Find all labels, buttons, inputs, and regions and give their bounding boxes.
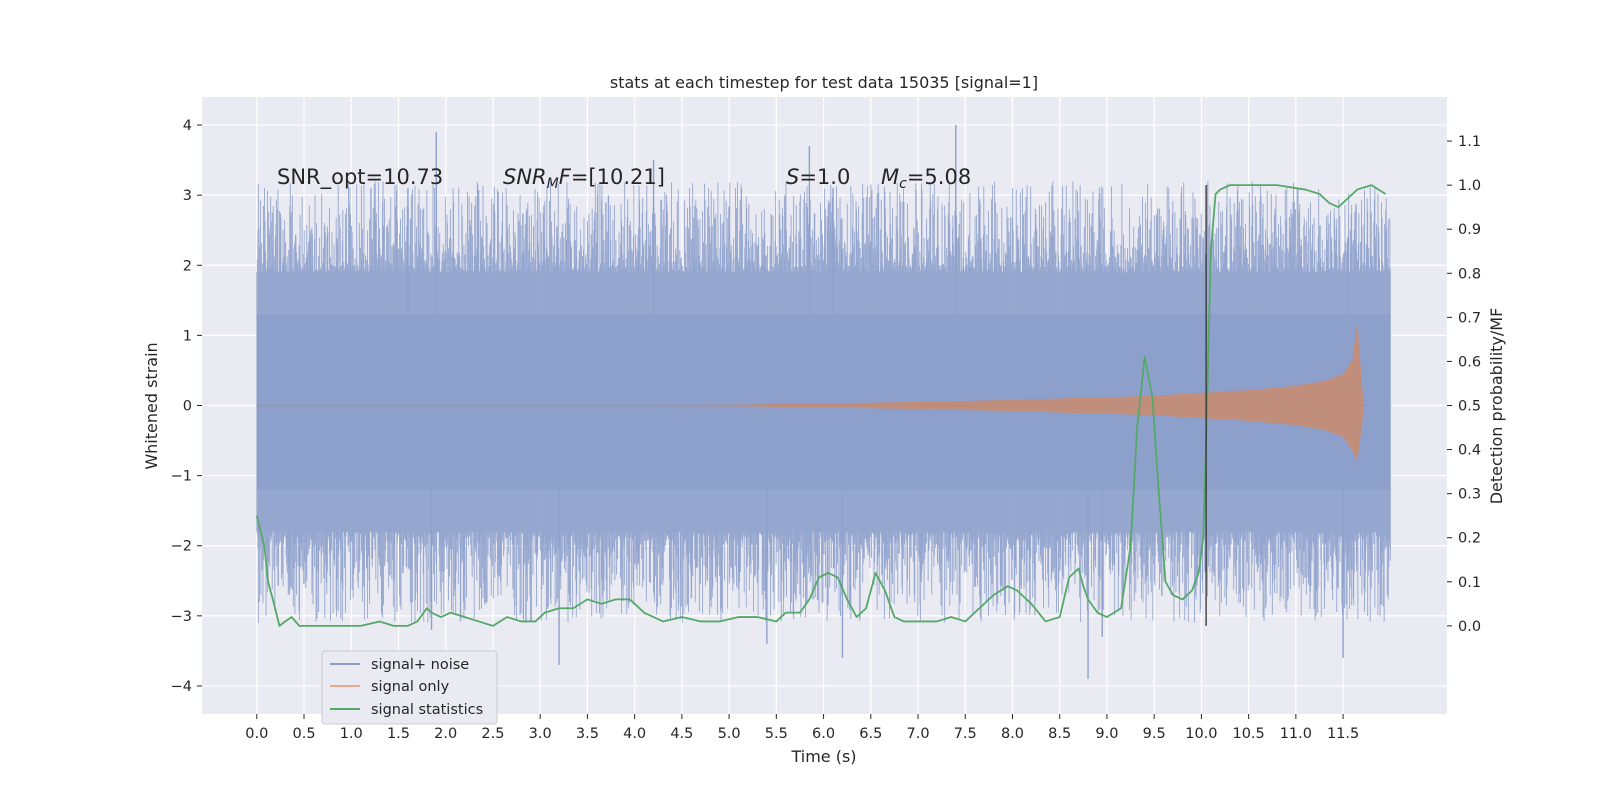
x-tick-label: 0.5 bbox=[292, 726, 315, 742]
y-tick-label: 4 bbox=[183, 118, 192, 134]
y-tick-label: −2 bbox=[171, 539, 192, 555]
y-right-tick-label: 0.8 bbox=[1458, 266, 1481, 282]
signal-series bbox=[256, 321, 1391, 462]
x-tick-label: 5.5 bbox=[765, 726, 788, 742]
x-tick-label: 1.0 bbox=[340, 726, 363, 742]
chart-title: stats at each timestep for test data 150… bbox=[610, 73, 1038, 92]
y-tick-label: 1 bbox=[183, 328, 192, 344]
x-tick-label: 6.5 bbox=[859, 726, 882, 742]
x-tick-label: 3.0 bbox=[529, 726, 552, 742]
legend-box bbox=[321, 650, 498, 725]
x-tick-label: 3.5 bbox=[576, 726, 599, 742]
x-tick-label: 9.0 bbox=[1095, 726, 1118, 742]
annotation-snr-opt: SNR_opt=10.73 bbox=[277, 165, 443, 190]
x-tick-label: 8.5 bbox=[1048, 726, 1071, 742]
x-tick-label: 5.0 bbox=[718, 726, 741, 742]
y-right-tick-label: 1.0 bbox=[1458, 178, 1481, 194]
signal-statistics-line bbox=[255, 184, 1387, 627]
y-right-tick-label: 0.7 bbox=[1458, 310, 1481, 326]
y-tick-label: 2 bbox=[183, 258, 192, 274]
x-tick-label: 7.0 bbox=[906, 726, 929, 742]
y-axis-ticks: −4 −3 −2 −1 0 1 2 3 4 bbox=[171, 118, 202, 695]
y-right-tick-label: 0.9 bbox=[1458, 222, 1481, 238]
annotation-s: S=1.0 bbox=[786, 165, 850, 189]
x-axis-label: Time (s) bbox=[790, 747, 856, 766]
y-right-tick-label: 0.0 bbox=[1458, 619, 1481, 635]
x-tick-label: 4.0 bbox=[623, 726, 646, 742]
x-tick-label: 10.5 bbox=[1232, 726, 1264, 742]
legend-label-signal: signal only bbox=[371, 679, 450, 695]
x-tick-label: 9.5 bbox=[1143, 726, 1166, 742]
x-tick-label: 8.0 bbox=[1001, 726, 1024, 742]
y-right-tick-label: 0.2 bbox=[1458, 531, 1481, 547]
x-tick-label: 1.5 bbox=[387, 726, 410, 742]
statistics-series bbox=[255, 184, 1387, 627]
x-axis-ticks: 0.0 0.5 1.0 1.5 2.0 2.5 3.0 3.5 4.0 4.5 5.0 5.5 6.0 6… bbox=[245, 714, 1359, 742]
annotation-mc: Mc=5.08 bbox=[881, 165, 971, 192]
y-tick-label: 0 bbox=[183, 399, 192, 415]
x-tick-label: 11.0 bbox=[1280, 726, 1312, 742]
legend-label-statistics: signal statistics bbox=[371, 702, 483, 718]
x-tick-label: 2.0 bbox=[434, 726, 457, 742]
x-tick-label: 0.0 bbox=[245, 726, 268, 742]
y-tick-label: −4 bbox=[171, 679, 192, 695]
x-tick-label: 7.5 bbox=[954, 726, 977, 742]
legend: signal+ noise signal only signal statist… bbox=[321, 650, 498, 725]
y-right-tick-label: 0.1 bbox=[1458, 575, 1481, 591]
y-right-tick-label: 0.6 bbox=[1458, 354, 1481, 370]
y-right-tick-label: 1.1 bbox=[1458, 134, 1481, 150]
y-right-tick-label: 0.5 bbox=[1458, 399, 1481, 415]
y-right-tick-label: 0.3 bbox=[1458, 487, 1481, 503]
y-tick-label: −1 bbox=[171, 469, 192, 485]
x-tick-label: 2.5 bbox=[481, 726, 504, 742]
x-tick-label: 11.5 bbox=[1327, 726, 1359, 742]
x-tick-label: 6.0 bbox=[812, 726, 835, 742]
legend-label-noise: signal+ noise bbox=[371, 657, 469, 673]
x-tick-label: 4.5 bbox=[670, 726, 693, 742]
y-right-axis-label: Detection probability/MF bbox=[1487, 308, 1506, 505]
y-axis-label: Whitened strain bbox=[142, 342, 161, 469]
y-tick-label: 3 bbox=[183, 188, 192, 204]
annotation-snr-mf: SNRMF=[10.21] bbox=[503, 165, 665, 192]
x-tick-label: 10.0 bbox=[1185, 726, 1217, 742]
y-right-tick-label: 0.4 bbox=[1458, 443, 1481, 459]
y-tick-label: −3 bbox=[171, 609, 192, 625]
y-right-axis-ticks: 0.0 0.1 0.2 0.3 0.4 0.5 0.6 0.7 0.8 0.9 1.0 1.1 bbox=[1447, 134, 1481, 635]
